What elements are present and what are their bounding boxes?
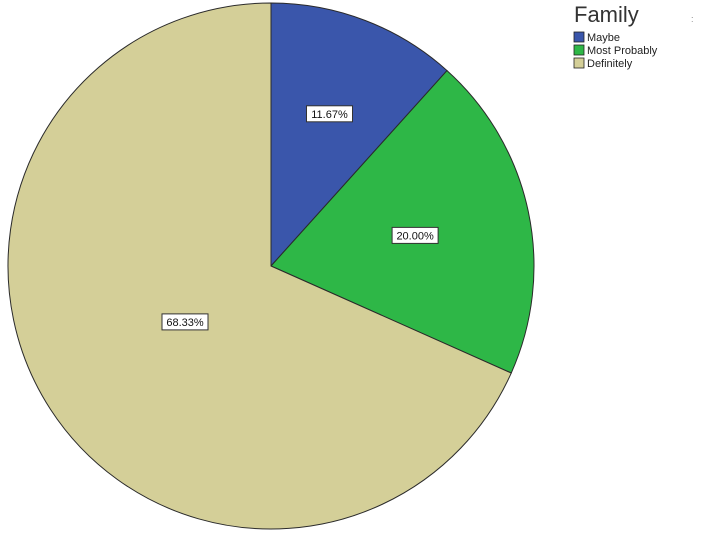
pie-slice-most-probably (270, 69, 535, 374)
pie-slices (7, 2, 535, 530)
legend-swatch (573, 44, 585, 56)
data-label-box (391, 226, 439, 244)
data-label-most-probably: 20.00% (391, 226, 439, 244)
legend-swatch (573, 31, 585, 43)
legend-label: Most Probably (587, 45, 658, 57)
legend-label: Definitely (587, 58, 633, 70)
stray-mark: : (691, 14, 694, 24)
legend-entry-maybe: Maybe (573, 31, 620, 44)
pie-data-labels: 11.67% 20.00% 68.33% (161, 105, 439, 331)
legend-entry-most-probably: Most Probably (573, 44, 658, 57)
legend-entry-definitely: Definitely (573, 57, 633, 70)
data-label-maybe: 11.67% (306, 105, 353, 123)
legend-swatch (573, 57, 585, 69)
data-label-definitely: 68.33% (161, 313, 209, 331)
data-label-box (306, 105, 353, 123)
legend-label: Maybe (587, 32, 620, 44)
data-label-text: 20.00% (396, 230, 434, 242)
data-label-text: 11.67% (311, 109, 348, 121)
data-label-box (161, 313, 209, 331)
pie-slice-definitely (7, 2, 512, 530)
legend-title: Family (574, 2, 639, 27)
pie-slice-maybe (270, 2, 448, 268)
data-label-text: 68.33% (166, 317, 204, 329)
